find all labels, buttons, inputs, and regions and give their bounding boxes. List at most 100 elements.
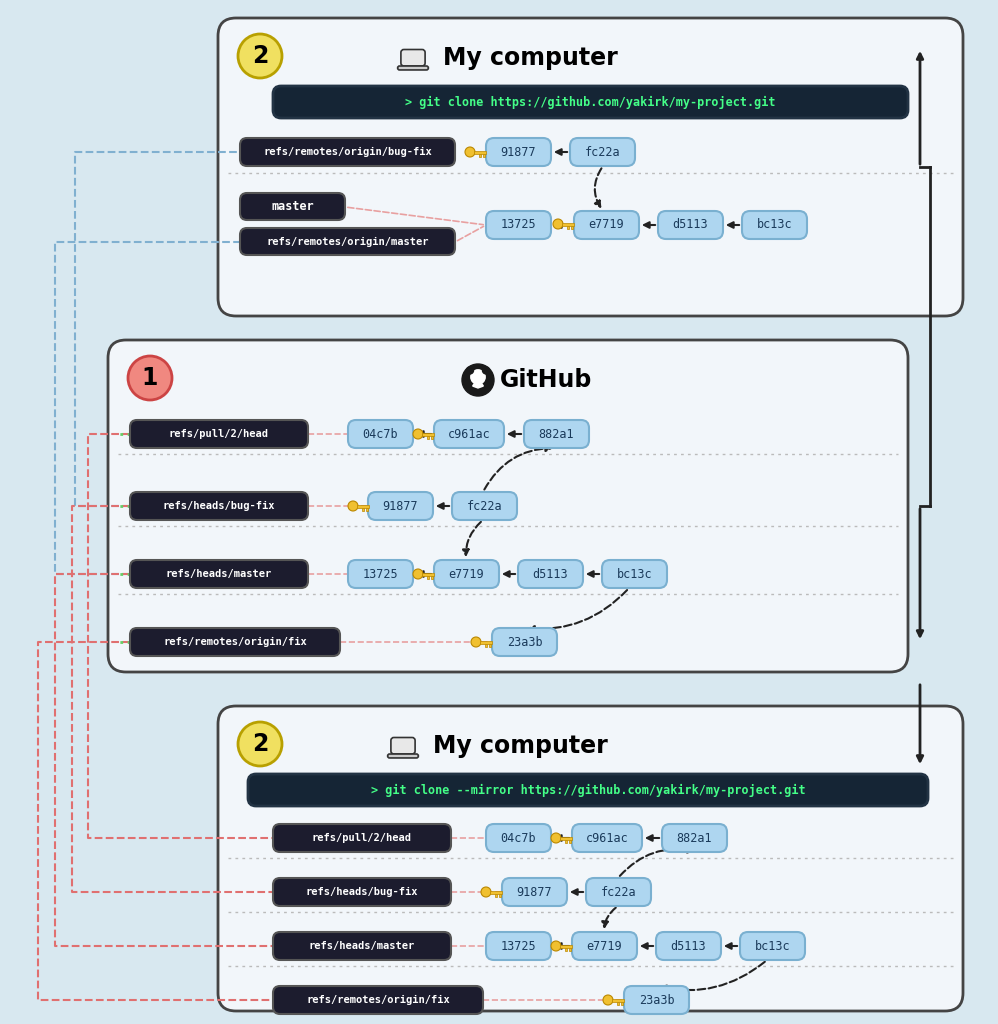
Circle shape bbox=[462, 364, 494, 396]
Text: refs/pull/2/head: refs/pull/2/head bbox=[169, 429, 269, 439]
Circle shape bbox=[481, 887, 491, 897]
FancyBboxPatch shape bbox=[524, 420, 589, 449]
Text: GitHub: GitHub bbox=[500, 368, 593, 392]
Circle shape bbox=[413, 429, 423, 439]
FancyBboxPatch shape bbox=[486, 824, 551, 852]
Text: 13725: 13725 bbox=[501, 939, 536, 952]
Text: e7719: e7719 bbox=[587, 939, 623, 952]
FancyBboxPatch shape bbox=[572, 932, 637, 961]
FancyBboxPatch shape bbox=[602, 560, 667, 588]
Text: bc13c: bc13c bbox=[754, 939, 790, 952]
Text: 91877: 91877 bbox=[501, 145, 536, 159]
FancyBboxPatch shape bbox=[240, 193, 345, 220]
FancyBboxPatch shape bbox=[486, 138, 551, 166]
FancyBboxPatch shape bbox=[624, 986, 689, 1014]
FancyBboxPatch shape bbox=[218, 706, 963, 1011]
FancyBboxPatch shape bbox=[130, 492, 308, 520]
Text: refs/remotes/origin/master: refs/remotes/origin/master bbox=[266, 237, 429, 247]
FancyBboxPatch shape bbox=[368, 492, 433, 520]
FancyBboxPatch shape bbox=[130, 420, 308, 449]
Text: 23a3b: 23a3b bbox=[639, 993, 675, 1007]
Text: > git clone https://github.com/yakirk/my-project.git: > git clone https://github.com/yakirk/my… bbox=[405, 95, 775, 109]
FancyBboxPatch shape bbox=[273, 86, 908, 118]
Bar bbox=[569, 947, 572, 950]
Bar bbox=[499, 894, 502, 896]
Circle shape bbox=[471, 637, 481, 647]
Text: refs/remotes/origin/fix: refs/remotes/origin/fix bbox=[163, 637, 306, 647]
Circle shape bbox=[603, 995, 613, 1005]
Text: 91877: 91877 bbox=[382, 500, 418, 512]
FancyBboxPatch shape bbox=[452, 492, 517, 520]
Bar bbox=[422, 432, 434, 435]
Text: 882a1: 882a1 bbox=[677, 831, 713, 845]
Text: bc13c: bc13c bbox=[617, 567, 653, 581]
Bar bbox=[483, 154, 485, 157]
Bar bbox=[612, 998, 624, 1001]
Text: My computer: My computer bbox=[443, 46, 618, 70]
Text: 23a3b: 23a3b bbox=[507, 636, 542, 648]
Bar bbox=[480, 640, 492, 643]
Bar bbox=[422, 572, 434, 575]
FancyBboxPatch shape bbox=[486, 932, 551, 961]
Bar bbox=[366, 508, 368, 511]
Text: refs/pull/2/head: refs/pull/2/head bbox=[312, 833, 412, 843]
FancyBboxPatch shape bbox=[586, 878, 651, 906]
FancyBboxPatch shape bbox=[492, 628, 557, 656]
Circle shape bbox=[238, 722, 282, 766]
Circle shape bbox=[238, 34, 282, 78]
Text: 04c7b: 04c7b bbox=[501, 831, 536, 845]
FancyBboxPatch shape bbox=[434, 420, 504, 449]
Text: 1: 1 bbox=[142, 366, 159, 390]
FancyBboxPatch shape bbox=[391, 737, 415, 754]
FancyBboxPatch shape bbox=[108, 340, 908, 672]
Text: refs/heads/bug-fix: refs/heads/bug-fix bbox=[163, 501, 275, 511]
Text: fc22a: fc22a bbox=[585, 145, 621, 159]
Text: 882a1: 882a1 bbox=[539, 427, 574, 440]
FancyBboxPatch shape bbox=[130, 560, 308, 588]
Text: d5113: d5113 bbox=[533, 567, 568, 581]
Circle shape bbox=[466, 367, 473, 374]
FancyBboxPatch shape bbox=[218, 18, 963, 316]
Bar bbox=[560, 944, 572, 947]
FancyBboxPatch shape bbox=[502, 878, 567, 906]
Text: refs/heads/master: refs/heads/master bbox=[308, 941, 415, 951]
FancyBboxPatch shape bbox=[742, 211, 807, 239]
Text: fc22a: fc22a bbox=[601, 886, 637, 898]
Bar bbox=[431, 435, 433, 438]
Text: d5113: d5113 bbox=[673, 218, 709, 231]
Bar bbox=[427, 575, 429, 579]
Text: e7719: e7719 bbox=[589, 218, 625, 231]
Text: 2: 2 bbox=[251, 732, 268, 756]
Text: My computer: My computer bbox=[433, 734, 608, 758]
FancyBboxPatch shape bbox=[273, 878, 451, 906]
FancyBboxPatch shape bbox=[348, 560, 413, 588]
FancyBboxPatch shape bbox=[658, 211, 723, 239]
FancyBboxPatch shape bbox=[248, 774, 928, 806]
FancyBboxPatch shape bbox=[273, 932, 451, 961]
FancyBboxPatch shape bbox=[240, 138, 455, 166]
FancyBboxPatch shape bbox=[273, 824, 451, 852]
Circle shape bbox=[551, 833, 561, 843]
Text: d5113: d5113 bbox=[671, 939, 707, 952]
FancyBboxPatch shape bbox=[434, 560, 499, 588]
Bar bbox=[495, 894, 497, 896]
Bar bbox=[569, 840, 572, 843]
Bar bbox=[489, 643, 491, 646]
FancyBboxPatch shape bbox=[397, 66, 428, 70]
Bar bbox=[427, 435, 429, 438]
Bar bbox=[571, 225, 574, 228]
Text: 2: 2 bbox=[251, 44, 268, 68]
FancyBboxPatch shape bbox=[572, 824, 642, 852]
Bar bbox=[479, 154, 481, 157]
Text: refs/heads/bug-fix: refs/heads/bug-fix bbox=[305, 887, 418, 897]
Bar bbox=[617, 1001, 620, 1005]
FancyBboxPatch shape bbox=[518, 560, 583, 588]
Circle shape bbox=[128, 356, 172, 400]
Circle shape bbox=[482, 367, 490, 374]
Circle shape bbox=[551, 941, 561, 951]
Text: master: master bbox=[271, 200, 314, 213]
FancyBboxPatch shape bbox=[570, 138, 635, 166]
Text: c961ac: c961ac bbox=[448, 427, 490, 440]
Wedge shape bbox=[473, 382, 483, 388]
FancyBboxPatch shape bbox=[348, 420, 413, 449]
